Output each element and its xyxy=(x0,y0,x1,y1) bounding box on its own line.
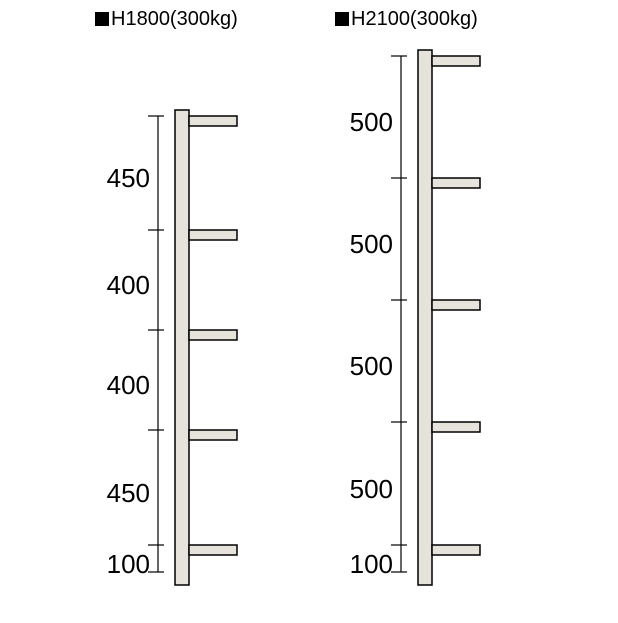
square-bullet-icon xyxy=(95,12,109,26)
dim-label: 500 xyxy=(333,474,393,505)
square-bullet-icon xyxy=(335,12,349,26)
diagram-title-right: H2100(300kg) xyxy=(335,8,478,31)
dim-label: 400 xyxy=(90,370,150,401)
dim-label: 450 xyxy=(90,163,150,194)
title-text: H1800(300kg) xyxy=(111,8,238,30)
dim-label: 400 xyxy=(90,270,150,301)
title-text: H2100(300kg) xyxy=(351,8,478,30)
diagram-container: H1800(300kg) 450 400 400 450 100 H2100(300kg) 5… xyxy=(0,0,618,618)
dim-label: 100 xyxy=(90,549,150,580)
diagram-svg xyxy=(0,0,618,618)
dim-label: 450 xyxy=(90,478,150,509)
dim-label: 500 xyxy=(333,351,393,382)
dim-label: 500 xyxy=(333,229,393,260)
dim-label: 500 xyxy=(333,107,393,138)
diagram-title-left: H1800(300kg) xyxy=(95,8,238,31)
dim-label: 100 xyxy=(333,549,393,580)
